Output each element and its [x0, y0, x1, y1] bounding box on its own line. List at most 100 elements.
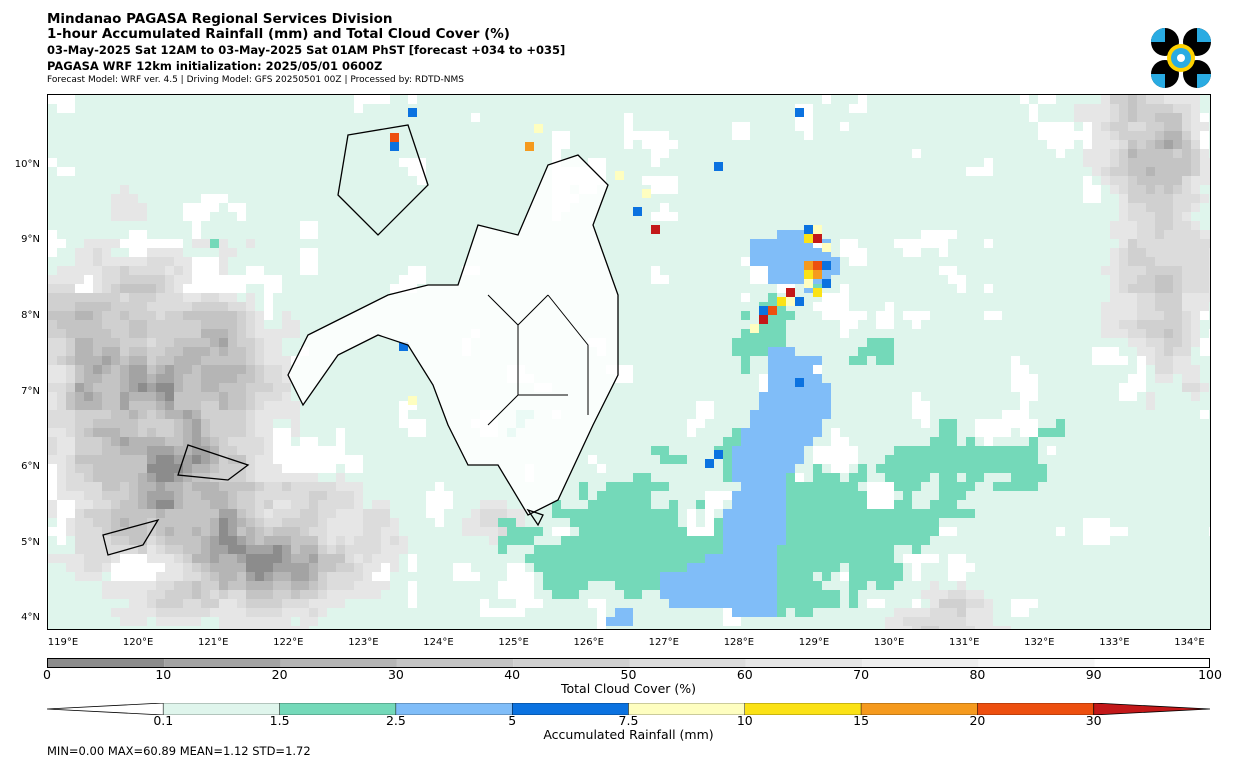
map-cell [75, 473, 84, 482]
map-cell [858, 581, 867, 590]
map-cell [300, 221, 309, 230]
map-cell [939, 437, 948, 446]
map-cell [336, 572, 345, 581]
map-cell [633, 491, 642, 500]
map-cell [66, 284, 75, 293]
map-cell [1119, 275, 1128, 284]
map-cell [282, 428, 291, 437]
map-cell [192, 203, 201, 212]
map-cell [228, 464, 237, 473]
map-cell [129, 311, 138, 320]
map-cell [318, 554, 327, 563]
map-cell [921, 419, 930, 428]
map-cell [318, 491, 327, 500]
map-cell [705, 509, 714, 518]
map-cell [48, 320, 57, 329]
map-cell [210, 500, 219, 509]
map-cell [138, 464, 147, 473]
map-cell [147, 545, 156, 554]
map-cell [192, 491, 201, 500]
map-cell [426, 509, 435, 518]
rain-intense-cell [705, 459, 714, 468]
map-cell [183, 581, 192, 590]
map-cell [57, 428, 66, 437]
map-cell [759, 464, 768, 473]
map-cell [768, 590, 777, 599]
map-cell [1155, 158, 1164, 167]
map-cell [741, 347, 750, 356]
map-cell [318, 482, 327, 491]
map-cell [957, 509, 966, 518]
map-cell [1119, 113, 1128, 122]
map-cell [966, 437, 975, 446]
cloud-colorbar-segment [280, 659, 397, 667]
map-cell [804, 491, 813, 500]
map-cell [57, 437, 66, 446]
map-cell [174, 239, 183, 248]
map-cell [813, 419, 822, 428]
map-cell [885, 545, 894, 554]
map-cell [1191, 95, 1200, 104]
map-cell [795, 518, 804, 527]
map-cell [651, 140, 660, 149]
map-cell [948, 230, 957, 239]
map-cell [813, 464, 822, 473]
map-cell [1137, 221, 1146, 230]
map-cell [381, 563, 390, 572]
map-cell [129, 356, 138, 365]
map-cell [75, 491, 84, 500]
map-cell [66, 401, 75, 410]
map-cell [1146, 185, 1155, 194]
map-cell [255, 482, 264, 491]
map-cell [228, 401, 237, 410]
map-cell [111, 203, 120, 212]
map-cell [84, 491, 93, 500]
map-cell [183, 446, 192, 455]
map-cell [102, 437, 111, 446]
map-cell [183, 419, 192, 428]
map-cell [777, 554, 786, 563]
map-cell [759, 554, 768, 563]
lat-label: 7°N [21, 385, 40, 397]
map-cell [111, 338, 120, 347]
rain-intense-cell [633, 207, 642, 216]
cloud-tick-label: 10 [155, 667, 172, 682]
map-cell [111, 302, 120, 311]
map-cell [1173, 113, 1182, 122]
map-cell [777, 230, 786, 239]
map-cell [570, 509, 579, 518]
map-cell [102, 392, 111, 401]
map-cell [1020, 599, 1029, 608]
map-cell [1182, 176, 1191, 185]
map-cell [165, 356, 174, 365]
map-cell [138, 536, 147, 545]
map-cell [822, 500, 831, 509]
map-cell [237, 428, 246, 437]
map-cell [75, 455, 84, 464]
map-cell [1020, 410, 1029, 419]
map-cell [66, 455, 75, 464]
map-cell [588, 518, 597, 527]
map-cell [1191, 311, 1200, 320]
map-cell [777, 365, 786, 374]
map-cell [759, 437, 768, 446]
map-cell [102, 482, 111, 491]
map-cell [840, 446, 849, 455]
map-cell [588, 536, 597, 545]
map-cell [219, 329, 228, 338]
map-cell [165, 293, 174, 302]
map-cell [174, 401, 183, 410]
map-cell [912, 248, 921, 257]
rain-intense-cell [822, 243, 831, 252]
map-cell [291, 608, 300, 617]
map-cell [1056, 419, 1065, 428]
map-cell [822, 545, 831, 554]
map-cell [1155, 329, 1164, 338]
map-cell [1173, 257, 1182, 266]
map-cell [858, 491, 867, 500]
map-cell [1020, 383, 1029, 392]
map-cell [606, 554, 615, 563]
map-cell [264, 275, 273, 284]
map-cell [759, 428, 768, 437]
map-cell [669, 536, 678, 545]
